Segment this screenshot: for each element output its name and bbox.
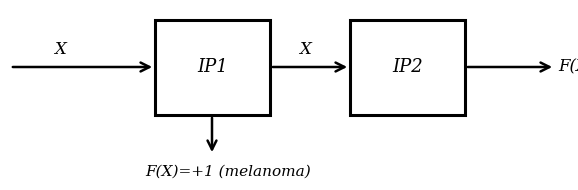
Bar: [155, 20, 270, 115]
Text: X: X: [54, 41, 66, 59]
Bar: [350, 20, 465, 115]
Text: F(X): F(X): [558, 59, 578, 75]
Text: IP2: IP2: [392, 59, 423, 77]
Text: F(X)=+1 (melanoma): F(X)=+1 (melanoma): [145, 165, 311, 179]
Text: IP1: IP1: [197, 59, 228, 77]
Text: X: X: [299, 41, 311, 59]
